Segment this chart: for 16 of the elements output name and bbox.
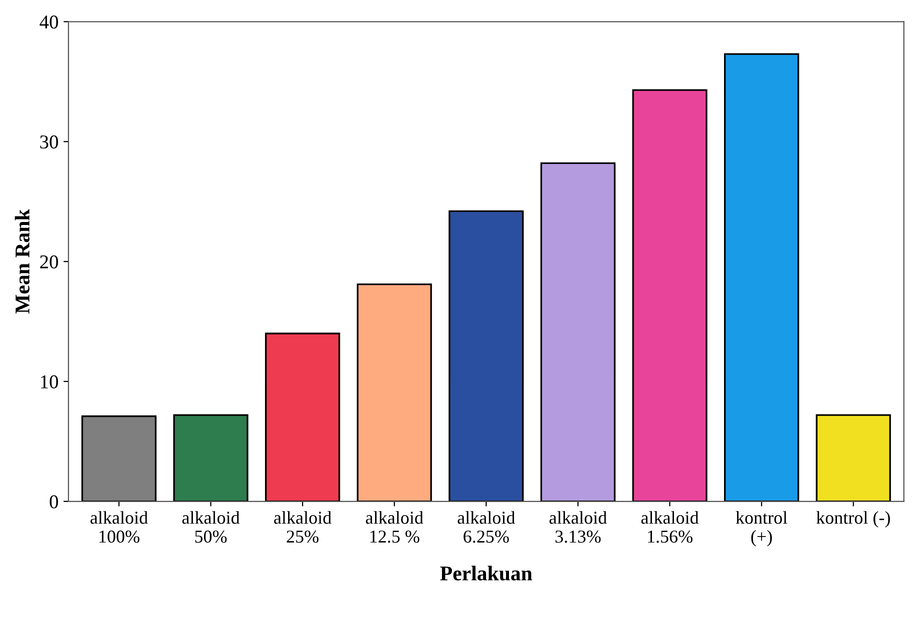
y-tick-label: 0 <box>50 495 58 508</box>
x-tick-label: alkaloid 3.13% <box>550 511 607 543</box>
y-axis-title: Mean Rank <box>14 209 30 314</box>
x-tick-label: alkaloid 12.5 % <box>366 511 424 543</box>
x-tick-label: alkaloid 6.25% <box>458 511 516 543</box>
y-tick-label: 30 <box>40 135 58 149</box>
y-tick-label: 20 <box>40 255 58 268</box>
x-tick-label: alkaloid 1.56% <box>641 511 699 543</box>
x-tick-label: alkaloid 25% <box>274 511 332 543</box>
x-axis-title: Perlakuan <box>440 566 532 581</box>
x-tick-label: kontrol (+) <box>736 511 788 546</box>
x-tick-label: kontrol (-) <box>816 511 890 528</box>
x-tick-label: alkaloid 50% <box>182 511 240 543</box>
y-tick-label: 10 <box>41 375 58 388</box>
x-tick-label: alkaloid 100% <box>90 511 148 543</box>
y-tick-label: 40 <box>40 15 58 29</box>
